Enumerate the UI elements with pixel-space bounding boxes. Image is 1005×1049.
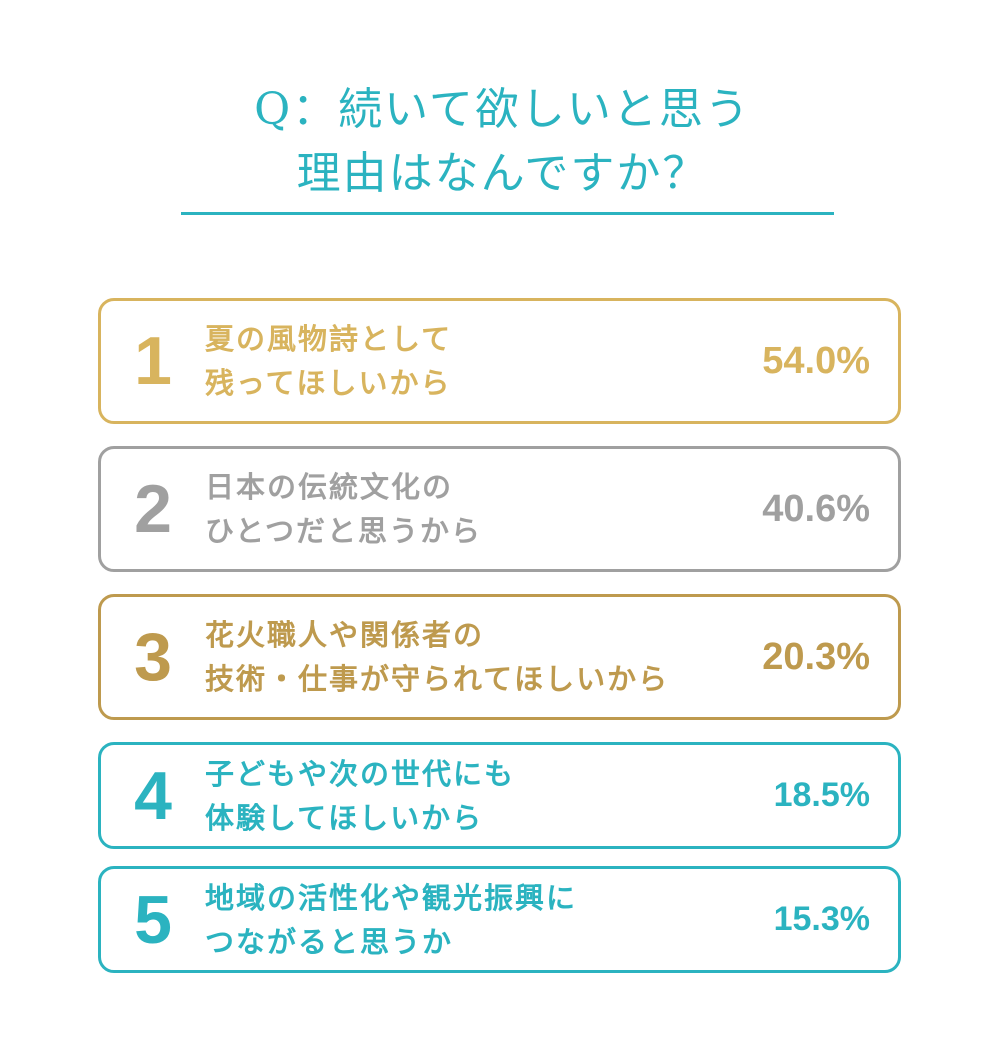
percent-value: 18.5% <box>773 776 870 814</box>
reason-label: 日本の伝統文化の ひとつだと思うから <box>205 449 482 569</box>
ranking-row-3: 3 花火職人や関係者の 技術・仕事が守られてほしいから 20.3% <box>98 594 901 720</box>
reason-label: 夏の風物詩として 残ってほしいから <box>205 301 452 421</box>
reason-label-line2: 体験してほしいから <box>205 800 484 835</box>
reason-label-line1: 花火職人や関係者の <box>205 618 485 652</box>
reason-label: 花火職人や関係者の 技術・仕事が守られてほしいから <box>205 597 669 717</box>
reason-label-line1: 地域の活性化や観光振興に <box>205 880 578 915</box>
reason-label-line1: 夏の風物詩として <box>205 322 453 356</box>
percent-value: 54.0% <box>762 339 870 382</box>
ranking-row-4: 4 子どもや次の世代にも 体験してほしいから 18.5% <box>98 742 901 849</box>
percent-value: 15.3% <box>773 900 870 938</box>
reason-label-line2: ひとつだと思うから <box>205 514 482 548</box>
rank-number: 3 <box>134 619 172 695</box>
page-title: Q：続いて欲しいと思う 理由はなんですか？ <box>0 78 1005 206</box>
percent-value: 20.3% <box>762 635 870 678</box>
percent-value: 40.6% <box>762 487 870 530</box>
ranking-row-2: 2 日本の伝統文化の ひとつだと思うから 40.6% <box>98 446 901 572</box>
reason-label-line2: つながると思うか <box>205 924 454 959</box>
reason-label: 地域の活性化や観光振興に つながると思うか <box>205 869 577 970</box>
page-title-line2: 理由はなんですか？ <box>296 148 709 199</box>
rank-number: 4 <box>134 757 172 834</box>
rank-number: 1 <box>134 323 172 399</box>
page-title-line1: Q：続いて欲しいと思う <box>254 84 751 135</box>
ranking-row-1: 1 夏の風物詩として 残ってほしいから 54.0% <box>98 298 901 424</box>
rank-number: 5 <box>134 881 172 958</box>
rank-number: 2 <box>134 471 172 547</box>
reason-label: 子どもや次の世代にも 体験してほしいから <box>205 745 515 846</box>
reason-label-line1: 日本の伝統文化の <box>205 470 454 504</box>
reason-label-line1: 子どもや次の世代にも <box>205 756 516 791</box>
reason-label-line2: 技術・仕事が守られてほしいから <box>205 662 670 696</box>
reason-label-line2: 残ってほしいから <box>205 366 452 400</box>
ranking-row-5: 5 地域の活性化や観光振興に つながると思うか 15.3% <box>98 866 901 973</box>
title-underline <box>181 212 834 215</box>
